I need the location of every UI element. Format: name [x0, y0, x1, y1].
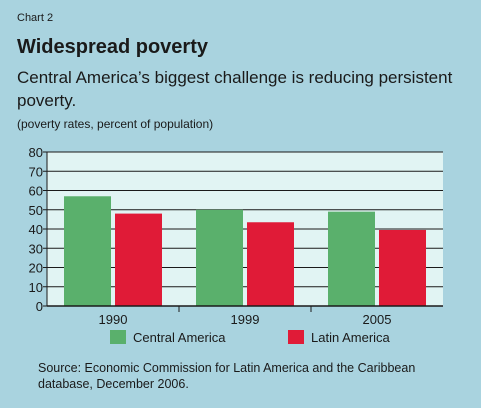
y-tick-label: 80: [29, 145, 43, 160]
bar-latin-america-1999: [247, 222, 294, 306]
chart-subtitle: Central America’s biggest challenge is r…: [17, 68, 453, 110]
bars: [64, 196, 426, 306]
y-tick-label: 60: [29, 184, 43, 199]
y-tick-label: 30: [29, 241, 43, 256]
bar-central-america-2005: [328, 211, 375, 306]
legend-label: Latin America: [311, 330, 391, 345]
y-tick-label: 70: [29, 164, 43, 179]
bar-central-america-1999: [196, 209, 243, 306]
legend-swatch: [110, 330, 126, 344]
x-tick-label: 1990: [99, 312, 128, 327]
y-axis-ticks: 0 10 20 30 40 50 60 70 80: [29, 145, 48, 314]
bar-latin-america-2005: [379, 229, 426, 306]
legend: Central America Latin America: [110, 330, 391, 345]
bar-central-america-1990: [64, 196, 111, 306]
y-tick-label: 50: [29, 203, 43, 218]
chart-number: Chart 2: [17, 12, 54, 24]
y-tick-label: 40: [29, 222, 43, 237]
y-tick-label: 20: [29, 261, 43, 276]
bar-latin-america-1990: [115, 213, 162, 306]
legend-swatch: [288, 330, 304, 344]
x-tick-label: 1999: [231, 312, 260, 327]
x-tick-label: 2005: [363, 312, 392, 327]
chart-units-note: (poverty rates, percent of population): [17, 117, 214, 131]
legend-label: Central America: [133, 330, 226, 345]
y-tick-label: 0: [36, 299, 43, 314]
gridlines: [47, 151, 443, 288]
y-tick-label: 10: [29, 280, 43, 295]
source-note: Source: Economic Commission for Latin Am…: [38, 361, 416, 391]
x-axis-ticks: 1990 1999 2005: [99, 306, 392, 327]
chart-title: Widespread poverty: [17, 36, 208, 58]
